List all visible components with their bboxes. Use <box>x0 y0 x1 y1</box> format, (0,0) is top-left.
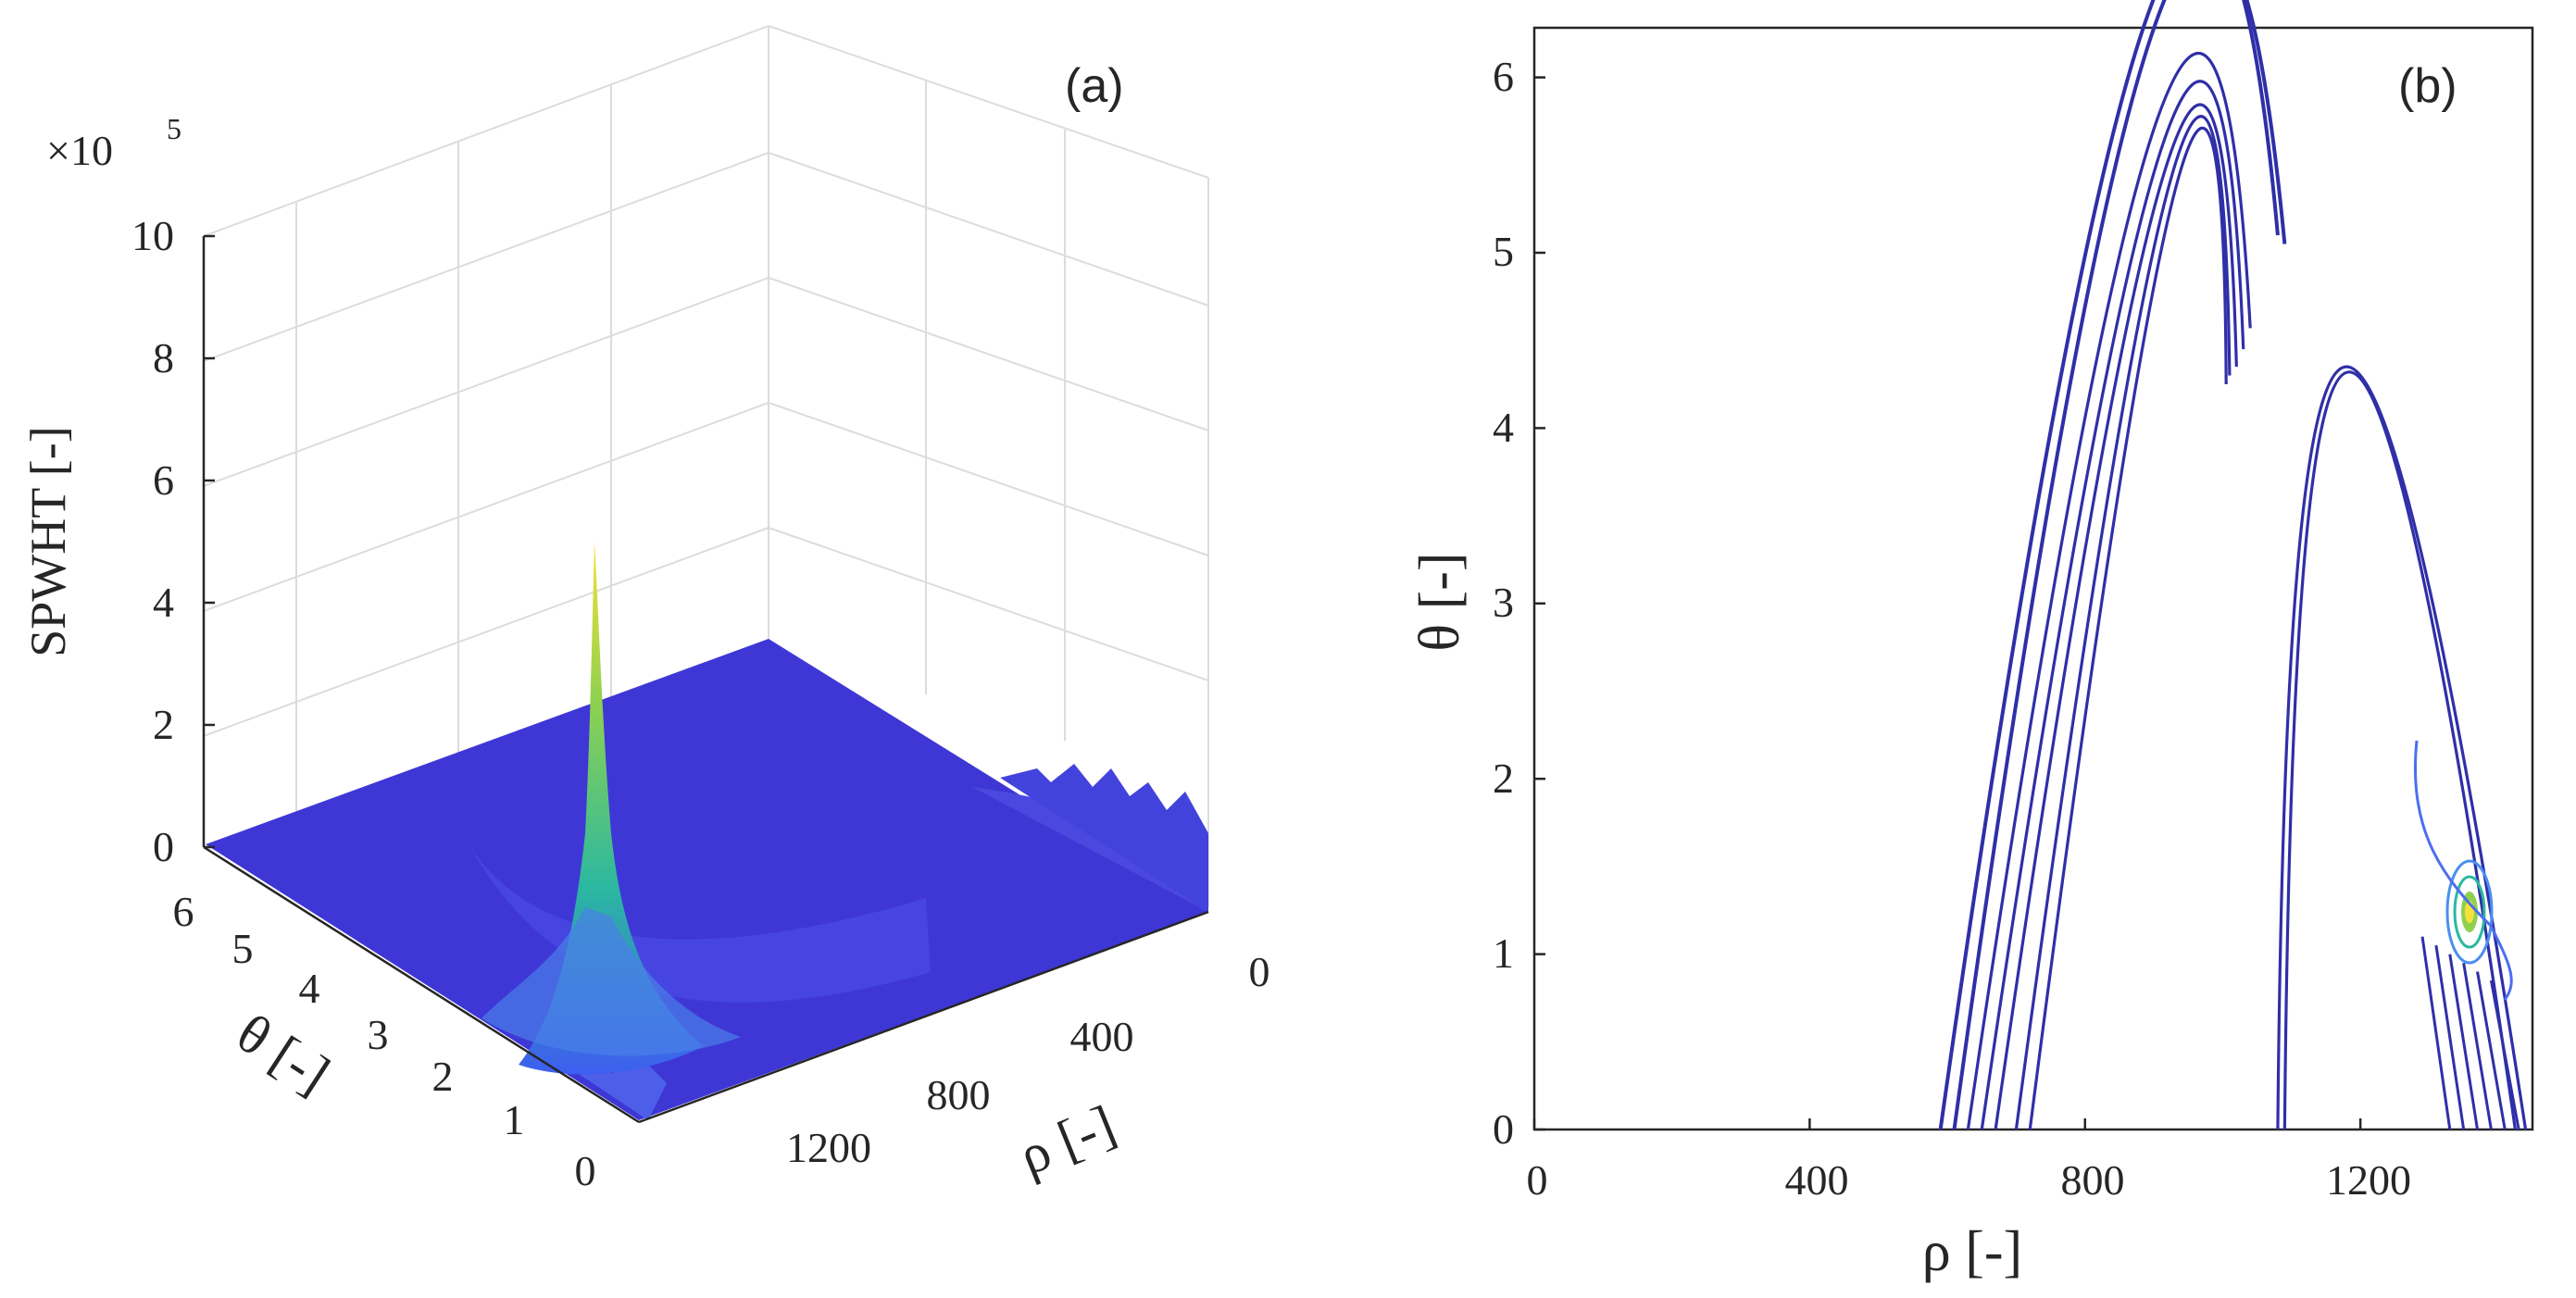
contour-arc-6 <box>2028 126 2228 1130</box>
surface-noise-right <box>1000 764 1208 912</box>
b-x-tick-400: 400 <box>1785 1156 1849 1204</box>
rho-axis-label-a: ρ [-] <box>1011 1093 1124 1186</box>
contour-hotspot <box>2414 740 2513 1001</box>
z-tick-2: 4 <box>153 579 174 626</box>
panel-b-y-ticklabels: 0 1 2 3 4 5 6 <box>1493 53 1514 1153</box>
b-y-tick-5: 5 <box>1493 228 1514 275</box>
rho-tick-800: 800 <box>927 1071 991 1118</box>
z-tick-5: 10 <box>131 212 174 259</box>
contour-strand-0 <box>2420 936 2452 1130</box>
panel-a-theta-ticklabels: 6 5 4 3 2 1 0 <box>173 888 596 1194</box>
b-y-tick-0: 0 <box>1493 1105 1514 1153</box>
rho-tick-400: 400 <box>1070 1013 1134 1060</box>
z-exponent-power: 5 <box>167 112 181 145</box>
z-tick-4: 8 <box>153 334 174 381</box>
contour-strand-5 <box>2489 980 2520 1130</box>
contour-arc-8 <box>2282 370 2517 1130</box>
panel-b-plot-area <box>1532 26 2534 1131</box>
theta-tick-4: 4 <box>299 965 320 1012</box>
b-y-tick-3: 3 <box>1493 579 1514 626</box>
contour-arc-0 <box>1938 0 2280 1130</box>
panel-a-rho-ticklabels: 0 400 800 1200 <box>786 948 1270 1171</box>
theta-axis-label: θ [-] <box>226 1002 340 1105</box>
theta-tick-3: 3 <box>368 1011 389 1058</box>
panel-a-tag: (a) <box>1065 59 1124 113</box>
contour-arc-4 <box>1994 103 2238 1130</box>
b-y-tick-6: 6 <box>1493 53 1514 100</box>
theta-tick-6: 6 <box>173 888 194 935</box>
panel-b-x-ticklabels: 0 400 800 1200 <box>1527 1156 2412 1204</box>
surface-peak-shoulder <box>481 907 741 1056</box>
b-y-tick-4: 4 <box>1493 404 1514 451</box>
panel-b: 0 1 2 3 4 5 6 0 400 800 1200 ρ [-] θ [-]… <box>1408 0 2534 1283</box>
z-tick-1: 2 <box>153 701 174 748</box>
b-y-tick-1: 1 <box>1493 930 1514 977</box>
theta-tick-2: 2 <box>432 1053 454 1100</box>
contour-strand-3 <box>2462 962 2493 1130</box>
theta-tick-1: 1 <box>504 1096 525 1143</box>
contour-arc-1 <box>1952 0 2287 1130</box>
theta-tick-0: 0 <box>575 1147 596 1194</box>
z-tick-3: 6 <box>153 456 174 504</box>
contour-arc-3 <box>1980 80 2245 1130</box>
contour-arc-2 <box>1966 52 2252 1130</box>
b-x-axis-label: ρ [-] <box>1922 1220 2022 1283</box>
contour-strand-4 <box>2476 971 2507 1130</box>
contour-arc-7 <box>2276 365 2528 1130</box>
rho-tick-1200: 1200 <box>786 1124 871 1171</box>
z-axis-label: SPWHT [-] <box>20 426 76 657</box>
b-x-tick-1200: 1200 <box>2326 1156 2411 1204</box>
theta-tick-5: 5 <box>232 925 254 972</box>
panel-a: 0 2 4 6 8 10 ×10 5 SPWHT [-] 6 5 4 3 2 1… <box>20 25 1270 1194</box>
b-x-tick-0: 0 <box>1527 1156 1548 1204</box>
contour-arc-5 <box>2014 115 2232 1130</box>
panel-a-axes <box>202 236 1209 1124</box>
panel-a-z-ticklabels: 0 2 4 6 8 10 <box>131 212 174 870</box>
b-y-axis-label: θ [-] <box>1408 552 1471 651</box>
contour-arcs <box>1938 0 2528 1130</box>
b-x-tick-800: 800 <box>2061 1156 2125 1204</box>
panel-b-tickmarks <box>1532 76 2362 1131</box>
surface-ridge-right <box>972 787 1208 912</box>
rho-tick-0: 0 <box>1249 948 1270 995</box>
panel-b-tag: (b) <box>2398 59 2457 113</box>
b-y-tick-2: 2 <box>1493 755 1514 802</box>
contour-strand-2 <box>2448 954 2480 1130</box>
z-exponent-label: ×10 <box>46 127 113 174</box>
z-tick-0: 0 <box>153 823 174 870</box>
panel-a-z-tickmarks <box>204 234 215 849</box>
contour-strand-1 <box>2434 944 2466 1130</box>
surface-floor <box>206 639 1208 1120</box>
